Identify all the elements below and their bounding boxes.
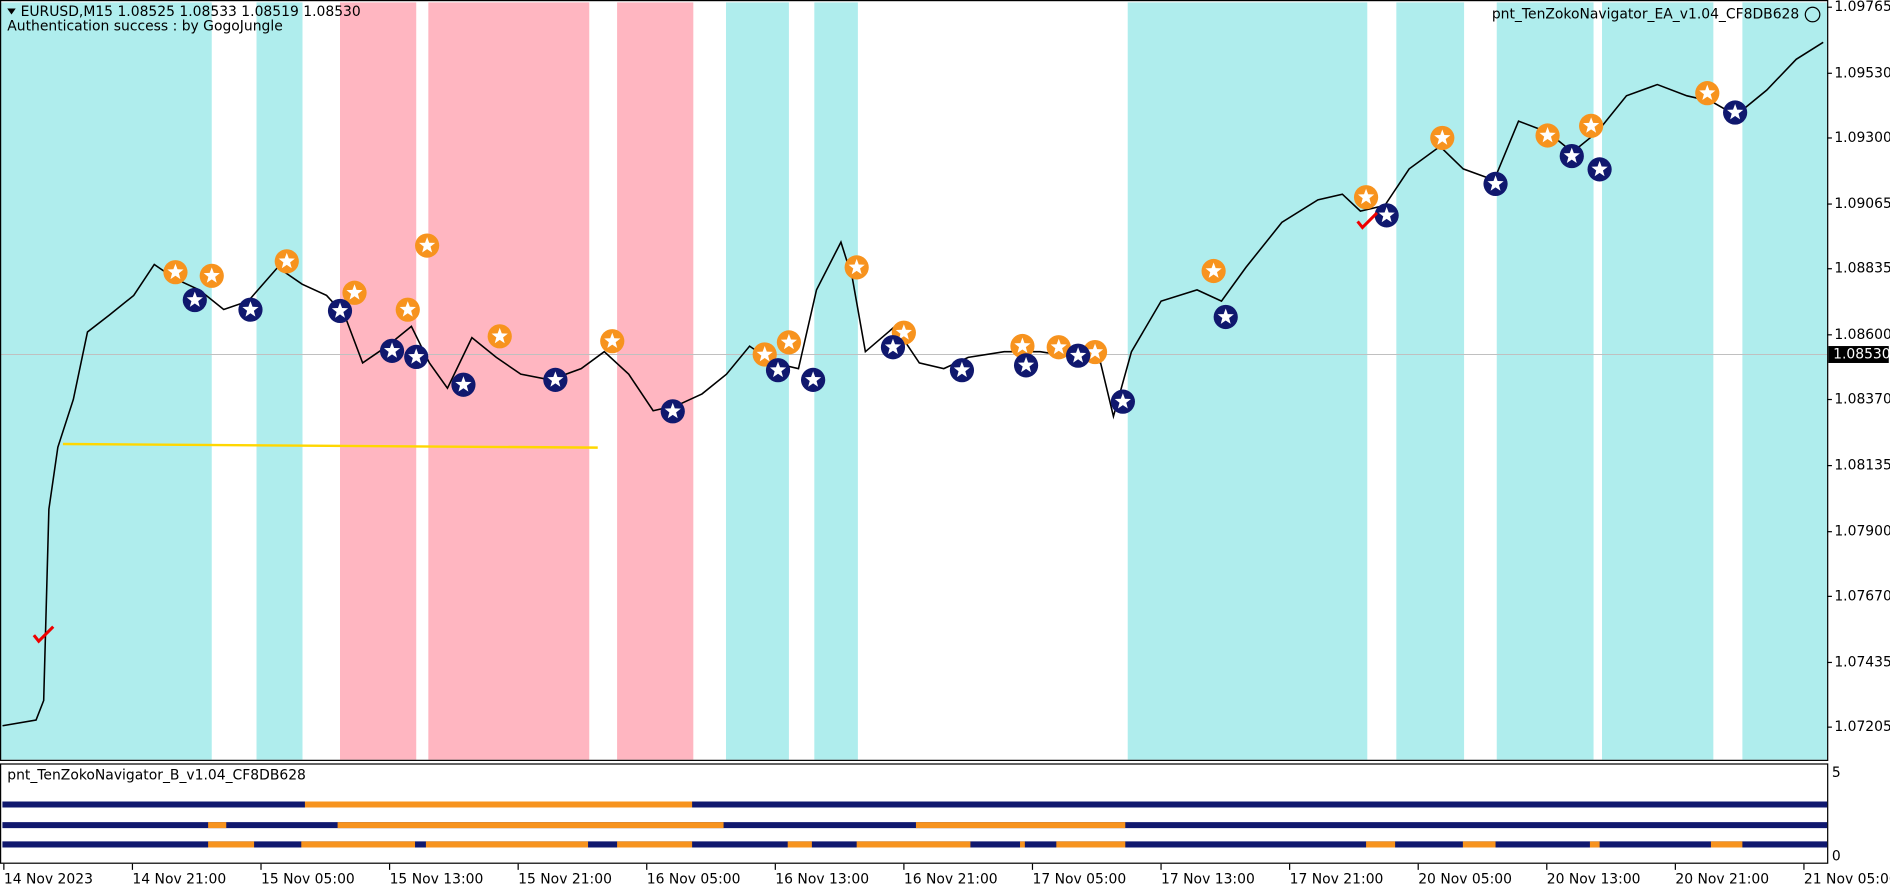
y-tick-label: 1.08600 bbox=[1834, 327, 1890, 343]
indicator-strips bbox=[2, 801, 1828, 848]
sell-signal-star bbox=[167, 263, 184, 280]
cyan-band bbox=[1602, 2, 1714, 760]
sell-signal-star bbox=[1539, 127, 1556, 143]
sell-signal-star bbox=[1050, 338, 1067, 355]
y-tick-label: 1.09765 bbox=[1834, 0, 1890, 15]
sell-signal-star bbox=[203, 267, 220, 283]
sell-signal-star bbox=[399, 301, 416, 317]
sell-signal-star bbox=[756, 346, 773, 362]
buy-signal-star bbox=[383, 342, 401, 358]
buy-signal-star bbox=[1727, 104, 1744, 120]
sell-signal-star bbox=[1699, 84, 1716, 101]
buy-signal-star bbox=[884, 338, 902, 355]
sell-signal-star bbox=[346, 284, 363, 300]
buy-signal-star bbox=[1217, 308, 1234, 324]
sell-signal-star bbox=[895, 324, 912, 340]
sell-signal-star bbox=[604, 332, 621, 349]
buy-signal-star bbox=[953, 361, 971, 378]
buy-signal-star bbox=[547, 371, 564, 387]
sell-signal-star bbox=[848, 258, 865, 275]
y-tick-label: 1.09300 bbox=[1834, 130, 1890, 146]
buy-signal-star bbox=[1017, 356, 1035, 373]
level-line bbox=[62, 442, 598, 449]
price-pane-frame bbox=[0, 0, 1829, 761]
y-tick-label: 1.07205 bbox=[1834, 719, 1890, 735]
buy-signal-star bbox=[455, 376, 472, 392]
last-price-label: 1.08530 bbox=[1833, 347, 1890, 363]
ea-name: pnt_TenZokoNavigator_EA_v1.04_CF8DB628 bbox=[1492, 7, 1799, 23]
check-mark bbox=[32, 625, 55, 644]
y-tick-label: 1.08835 bbox=[1834, 261, 1890, 277]
cyan-band bbox=[1396, 2, 1465, 760]
sell-signal-star bbox=[1434, 129, 1451, 145]
x-tick-label: 20 Nov 05:00 bbox=[1418, 872, 1512, 888]
buy-signal-star bbox=[805, 371, 822, 387]
buy-signal-star bbox=[1487, 175, 1504, 191]
x-tick-label: 16 Nov 13:00 bbox=[775, 872, 869, 888]
buy-signal-star bbox=[408, 348, 425, 364]
symbol-header: EURUSD,M15 1.08525 1.08533 1.08519 1.085… bbox=[21, 4, 361, 20]
buy-signal-star bbox=[1563, 147, 1580, 163]
x-tick-label: 14 Nov 2023 bbox=[4, 872, 93, 888]
indicator-y-tick: 0 bbox=[1832, 849, 1841, 865]
buy-signal-star bbox=[242, 301, 259, 317]
buy-signal-star bbox=[331, 302, 349, 318]
indicator-name: pnt_TenZokoNavigator_B_v1.04_CF8DB628 bbox=[7, 767, 306, 783]
x-tick-label: 17 Nov 21:00 bbox=[1290, 872, 1384, 888]
x-tick-label: 17 Nov 05:00 bbox=[1032, 872, 1126, 888]
indicator-pane-frame bbox=[0, 763, 1829, 864]
auth-message: Authentication success : by GogoJungle bbox=[7, 19, 283, 35]
buy-signal-star bbox=[1114, 393, 1131, 409]
sell-signal-star bbox=[1086, 343, 1104, 359]
check-mark bbox=[1356, 211, 1379, 230]
menu-arrow bbox=[7, 8, 16, 15]
x-tick-label: 15 Nov 21:00 bbox=[518, 872, 612, 888]
y-tick-label: 1.07670 bbox=[1834, 588, 1890, 604]
x-tick-label: 14 Nov 21:00 bbox=[132, 872, 226, 888]
cyan-band bbox=[256, 2, 303, 760]
buy-signal-star bbox=[186, 291, 203, 307]
sell-signal-star bbox=[491, 327, 508, 344]
y-tick-label: 1.08370 bbox=[1834, 392, 1890, 408]
indicator-y-tick: 5 bbox=[1832, 765, 1841, 781]
cyan-band bbox=[1496, 2, 1594, 760]
buy-signal-star bbox=[1069, 347, 1087, 363]
buy-signal-star bbox=[664, 402, 681, 419]
cyan-band bbox=[0, 2, 212, 760]
buy-signal-star bbox=[1591, 160, 1608, 177]
buy-signal-star bbox=[769, 361, 787, 378]
cyan-band bbox=[1127, 2, 1368, 760]
x-tick-label: 16 Nov 21:00 bbox=[904, 872, 998, 888]
y-tick-label: 1.09065 bbox=[1834, 196, 1890, 212]
price-pane bbox=[0, 41, 1828, 727]
x-tick-label: 20 Nov 13:00 bbox=[1547, 872, 1641, 888]
x-tick-label: 15 Nov 13:00 bbox=[390, 872, 484, 888]
pink-band bbox=[340, 2, 417, 760]
y-tick-label: 1.07900 bbox=[1834, 524, 1890, 540]
sell-signal-star bbox=[1583, 117, 1600, 133]
pink-band bbox=[617, 2, 694, 760]
x-tick-label: 20 Nov 21:00 bbox=[1675, 872, 1769, 888]
cyan-band bbox=[1742, 2, 1828, 760]
last-price-box bbox=[1828, 346, 1889, 363]
sell-signal-star bbox=[780, 333, 798, 350]
y-tick-label: 1.07435 bbox=[1834, 654, 1890, 670]
x-tick-label: 15 Nov 05:00 bbox=[261, 872, 355, 888]
buy-signal-star bbox=[1378, 206, 1395, 223]
sell-signal-star bbox=[1205, 262, 1222, 278]
y-tick-label: 1.08135 bbox=[1834, 458, 1890, 474]
sell-signal-star bbox=[1357, 188, 1375, 205]
sell-signal-star bbox=[419, 237, 436, 253]
sell-signal-star bbox=[1014, 337, 1031, 353]
x-tick-label: 17 Nov 13:00 bbox=[1161, 872, 1255, 888]
x-tick-label: 21 Nov 05:00 bbox=[1804, 872, 1890, 888]
sell-signal-star bbox=[278, 252, 295, 269]
smiley bbox=[1804, 6, 1821, 23]
x-tick-label: 16 Nov 05:00 bbox=[647, 872, 741, 888]
price-line bbox=[2, 41, 1824, 727]
y-tick-label: 1.09530 bbox=[1834, 65, 1890, 81]
